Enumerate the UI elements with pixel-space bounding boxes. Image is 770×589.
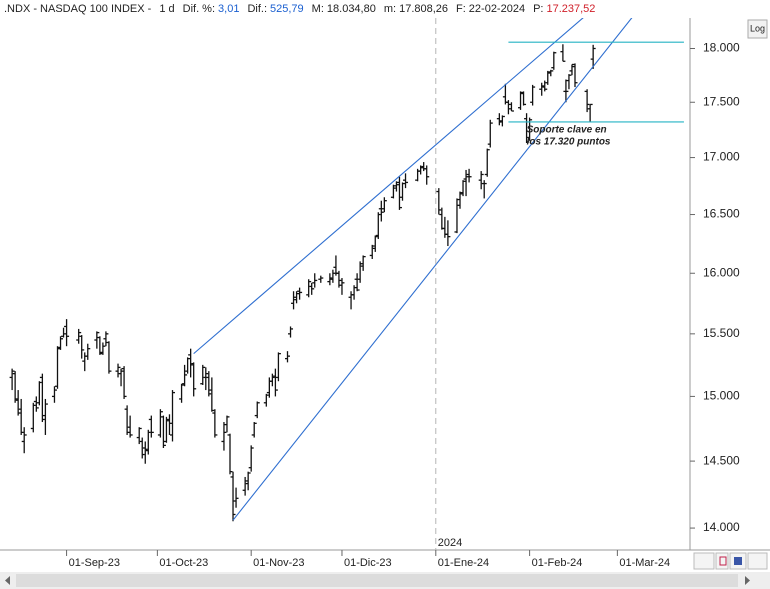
plot-area <box>9 18 684 522</box>
trend-line <box>232 18 633 521</box>
y-tick-label: 17.000 <box>703 150 740 164</box>
y-tick-label: 16.500 <box>703 207 740 221</box>
x-tick-label: 01-Sep-23 <box>69 557 120 569</box>
y-tick-label: 18.000 <box>703 41 740 55</box>
mode-icon <box>719 556 727 566</box>
log-button[interactable] <box>747 19 768 39</box>
x-tick-label: 01-Oct-23 <box>159 557 208 569</box>
annotation: los 17.320 puntos <box>527 136 611 147</box>
header-field-value: 17.237,52 <box>546 3 595 15</box>
header-field-label: Dif. %: <box>183 3 215 15</box>
header-field-label: F: <box>456 3 466 15</box>
y-tick-label: 14.000 <box>703 520 740 534</box>
header-field-label: M: <box>312 3 324 15</box>
log-button-label: Log <box>750 23 765 33</box>
y-tick-label: 15.500 <box>703 326 740 340</box>
y-tick-label: 15.000 <box>703 389 740 403</box>
y-tick-label: 17.500 <box>703 94 740 108</box>
annotation: Soporte clave en <box>527 124 607 135</box>
header-field-value: 22-02-2024 <box>469 3 525 15</box>
header-field-label: m: <box>384 3 396 15</box>
scroll-left-arrow[interactable] <box>5 576 10 585</box>
zoom-button[interactable] <box>693 552 715 570</box>
trend-line <box>193 18 584 355</box>
close-button[interactable] <box>747 552 768 570</box>
x-tick-label: 01-Nov-23 <box>253 557 304 569</box>
y-tick-label: 14.500 <box>703 453 740 467</box>
header: 1 d Dif. %: 3,01 Dif.: 525,79 M: 18.034,80 m: 17… <box>159 3 595 15</box>
x-tick-label: 01-Feb-24 <box>532 557 583 569</box>
header-field-label: Dif.: <box>247 3 267 15</box>
x-tick-label: 01-Mar-24 <box>619 557 670 569</box>
y-tick-label: 16.000 <box>703 265 740 279</box>
header-field-value: 18.034,80 <box>327 3 376 15</box>
scrollbar-thumb[interactable] <box>16 574 738 587</box>
header-field-value: 17.808,26 <box>399 3 448 15</box>
x-tick-label: 01-Dic-23 <box>344 557 392 569</box>
scroll-right-arrow[interactable] <box>745 576 750 585</box>
save-icon <box>734 557 742 565</box>
year-label: 2024 <box>438 537 462 549</box>
header-period: 1 d <box>159 3 174 15</box>
header-field-value: 3,01 <box>218 3 239 15</box>
x-tick-label: 01-Ene-24 <box>438 557 489 569</box>
header-field-label: P: <box>533 3 543 15</box>
header-field-value: 525,79 <box>270 3 304 15</box>
header-symbol: .NDX - NASDAQ 100 INDEX - <box>4 3 152 15</box>
